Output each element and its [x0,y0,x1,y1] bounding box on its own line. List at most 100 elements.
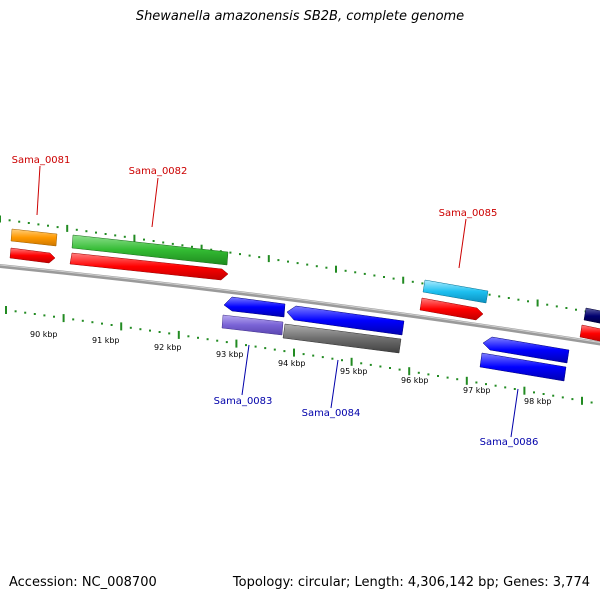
gene-feature-sama-0085[interactable] [419,279,489,321]
minor-tick [565,307,568,309]
minor-tick [421,282,424,285]
minor-tick [494,384,497,387]
major-tick [66,224,69,232]
minor-tick [475,381,478,384]
gene-label-sama-0081[interactable]: Sama_0081 [12,155,71,216]
minor-tick [101,322,103,325]
minor-tick [47,224,49,227]
minor-tick [456,378,459,381]
gene-feature-sama-0081[interactable] [9,228,58,264]
minor-tick [417,371,420,374]
gene-feature-sama-0083[interactable] [221,296,286,336]
minor-tick [513,388,516,390]
gene-label-sama-0084[interactable]: Sama_0084 [302,359,361,419]
minor-tick [149,329,151,332]
minor-tick [373,274,376,277]
gene-label-sama-0086[interactable]: Sama_0086 [480,388,539,448]
minor-tick [171,242,174,245]
genome-summary-text: Topology: circular; Length: 4,306,142 bp… [232,575,590,590]
minor-tick [575,308,577,311]
major-tick [200,244,203,252]
gene-feature-sama-0084[interactable] [282,305,405,354]
minor-tick [277,259,280,262]
major-tick [5,306,7,314]
minor-tick [75,228,78,231]
minor-tick [389,367,391,369]
minor-tick [225,341,228,344]
svg-text:Sama_0086: Sama_0086 [480,437,539,448]
kbp-label: 93 kbp [216,350,244,359]
major-tick [350,357,353,366]
minor-tick [296,262,299,265]
kbp-label: 96 kbp [401,376,429,385]
minor-tick [542,393,545,395]
minor-tick [27,222,30,224]
minor-tick [181,244,184,247]
minor-tick [427,373,430,376]
minor-tick [437,375,439,377]
major-tick [335,265,337,273]
minor-tick [139,328,142,331]
minor-tick [498,295,501,298]
gene-feature-sama-0086[interactable] [479,336,570,382]
minor-tick [206,338,209,341]
major-tick [235,339,238,348]
major-tick [408,367,411,376]
minor-tick [315,265,318,268]
gene-feature-right-edge[interactable] [579,307,600,342]
minor-tick [379,365,382,368]
minor-tick [369,363,372,366]
minor-tick [81,319,84,322]
minor-tick [33,313,36,315]
minor-tick [321,356,324,359]
minor-tick [546,303,549,306]
minor-tick [446,376,449,379]
minor-tick [72,318,75,321]
minor-tick [18,220,21,223]
major-tick [267,255,270,263]
minor-tick [354,271,357,274]
minor-tick [360,362,363,365]
minor-tick [517,298,520,301]
svg-text:Sama_0084: Sama_0084 [302,408,361,419]
minor-tick [248,254,251,257]
gene-label-sama-0083[interactable]: Sama_0083 [214,344,273,407]
minor-tick [8,219,11,222]
gene-label-sama-0085[interactable]: Sama_0085 [439,208,498,269]
major-tick [402,276,405,284]
minor-tick [229,251,232,254]
kbp-label: 92 kbp [154,343,182,352]
major-tick [0,215,1,223]
minor-tick [123,235,126,238]
minor-tick [383,276,385,278]
major-tick [465,376,468,385]
minor-tick [325,266,328,269]
minor-tick [306,263,309,266]
minor-tick [485,383,487,386]
minor-tick [341,359,343,362]
svg-text:Sama_0083: Sama_0083 [214,396,273,407]
gene-feature-sama-0082[interactable] [69,234,229,281]
minor-tick [91,321,94,324]
minor-tick [53,315,55,318]
minor-tick [571,398,574,401]
kbp-label: 90 kbp [30,330,58,339]
minor-tick [488,293,491,296]
minor-tick [239,253,241,256]
minor-tick [43,314,46,317]
minor-tick [264,347,267,350]
minor-tick [14,310,17,313]
minor-tick [312,354,315,357]
kbp-label: 98 kbp [524,397,552,406]
kbp-label: 95 kbp [340,367,368,376]
kbp-label: 97 kbp [463,386,491,395]
minor-tick [210,248,213,251]
kbp-label: 91 kbp [92,336,120,345]
minor-tick [95,231,97,234]
minor-tick [363,272,366,275]
minor-tick [287,260,289,263]
minor-tick [114,234,117,237]
minor-tick [245,344,247,347]
gene-label-sama-0082[interactable]: Sama_0082 [129,166,188,228]
